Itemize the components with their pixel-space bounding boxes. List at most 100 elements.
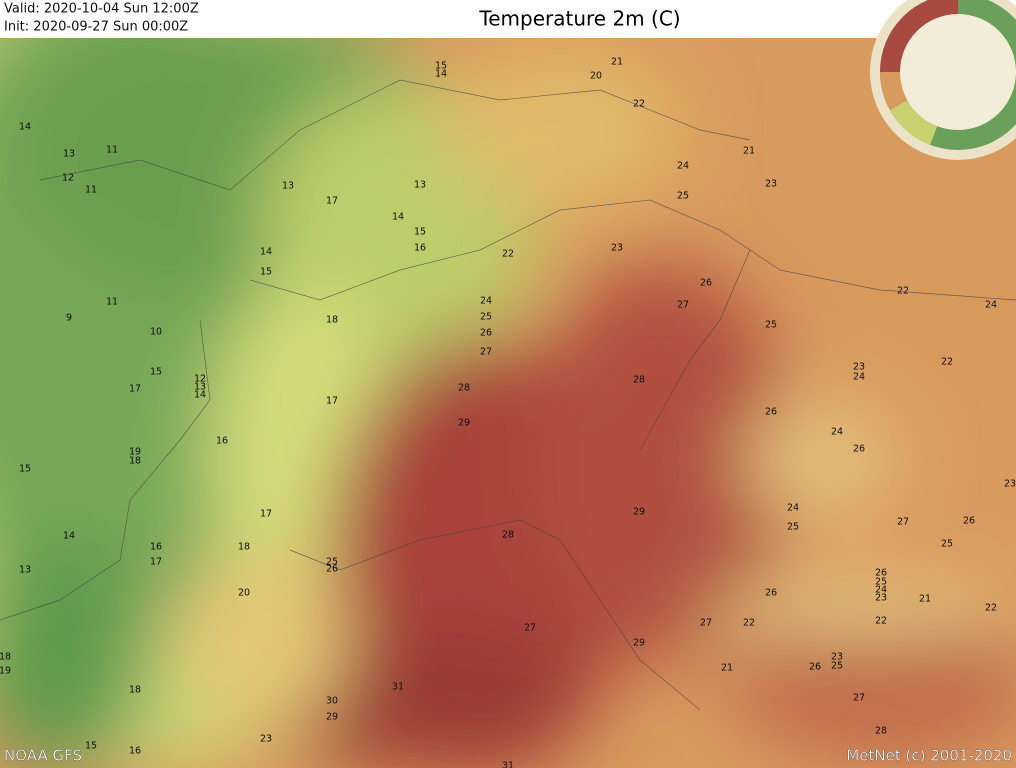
temperature-label: 24 — [480, 296, 492, 307]
temperature-label: 24 — [677, 161, 689, 172]
temperature-label: 26 — [326, 564, 338, 575]
temperature-label: 25 — [677, 191, 689, 202]
temperature-label: 15 — [150, 367, 162, 378]
temperature-label: 16 — [150, 542, 162, 553]
temperature-label: 14 — [435, 69, 447, 80]
temperature-label: 24 — [831, 427, 843, 438]
temperature-label: 18 — [326, 315, 338, 326]
temperature-label: 28 — [633, 375, 645, 386]
temperature-label: 28 — [458, 383, 470, 394]
temperature-label: 15 — [19, 464, 31, 475]
temperature-label: 29 — [633, 507, 645, 518]
temperature-label: 25 — [941, 539, 953, 550]
temperature-label: 20 — [590, 71, 602, 82]
temperature-label: 15 — [260, 267, 272, 278]
temperature-label: 21 — [611, 57, 623, 68]
temperature-label: 26 — [700, 278, 712, 289]
temperature-label: 19 — [0, 666, 11, 677]
temperature-label: 13 — [63, 149, 75, 160]
temperature-label: 29 — [458, 418, 470, 429]
init-time: Init: 2020-09-27 Sun 00:00Z — [4, 20, 188, 35]
temperature-label: 12 — [62, 173, 74, 184]
temperature-label: 27 — [677, 300, 689, 311]
temperature-label: 14 — [63, 531, 75, 542]
temperature-label: 22 — [897, 286, 909, 297]
temperature-label: 21 — [721, 663, 733, 674]
temperature-label: 16 — [414, 243, 426, 254]
temperature-label: 26 — [853, 444, 865, 455]
temperature-label: 15 — [414, 227, 426, 238]
temperature-label: 24 — [875, 585, 887, 596]
temperature-label: 30 — [326, 696, 338, 707]
temperature-label: 29 — [326, 712, 338, 723]
temperature-label: 27 — [524, 623, 536, 634]
temperature-label: 23 — [611, 243, 623, 254]
temperature-label: 26 — [765, 588, 777, 599]
temperature-label: 14 — [260, 247, 272, 258]
temperature-label: 19 — [129, 447, 141, 458]
temperature-label: 12 — [194, 374, 206, 385]
temperature-label: 26 — [963, 516, 975, 527]
temperature-label: 21 — [919, 594, 931, 605]
temperature-label: 9 — [66, 313, 72, 324]
temperature-label: 23 — [875, 593, 887, 604]
temperature-label: 25 — [765, 320, 777, 331]
credit-label: MetNet (c) 2001-2020 — [846, 747, 1012, 765]
temperature-label: 27 — [700, 618, 712, 629]
temperature-label: 13 — [282, 181, 294, 192]
temperature-label: 13 — [19, 565, 31, 576]
temperature-label: 26 — [765, 407, 777, 418]
temperature-label: 10 — [150, 327, 162, 338]
temperature-label: 31 — [392, 682, 404, 693]
temperature-label: 26 — [875, 568, 887, 579]
temperature-label: 11 — [85, 185, 97, 196]
temperature-label: 28 — [502, 530, 514, 541]
temperature-label: 27 — [853, 693, 865, 704]
temperature-label: 25 — [831, 661, 843, 672]
temperature-label: 23 — [1004, 479, 1016, 490]
valid-time: Valid: 2020-10-04 Sun 12:00Z — [4, 2, 199, 17]
temperature-label: 22 — [743, 618, 755, 629]
temperature-label: 28 — [875, 726, 887, 737]
temperature-label: 24 — [985, 300, 997, 311]
temperature-label: 22 — [941, 357, 953, 368]
temperature-label: 24 — [787, 503, 799, 514]
temperature-label: 25 — [480, 312, 492, 323]
temperature-label: 11 — [106, 145, 118, 156]
legend-wheel — [870, 0, 1016, 160]
temperature-label: 11 — [106, 297, 118, 308]
temperature-label: 29 — [633, 638, 645, 649]
temperature-label: 27 — [480, 347, 492, 358]
temperature-label: 14 — [19, 122, 31, 133]
temperature-label: 24 — [853, 372, 865, 383]
temperature-label: 17 — [326, 196, 338, 207]
temperature-label: 17 — [326, 396, 338, 407]
temperature-label: 23 — [765, 179, 777, 190]
temperature-label: 13 — [194, 382, 206, 393]
temperature-label: 31 — [502, 761, 514, 768]
temperature-label: 16 — [216, 436, 228, 447]
temperature-label: 18 — [238, 542, 250, 553]
temperature-label: 18 — [129, 685, 141, 696]
map-title: Temperature 2m (C) — [478, 7, 680, 31]
temperature-label: 22 — [875, 616, 887, 627]
temperature-label: 17 — [150, 557, 162, 568]
temperature-label: 27 — [897, 517, 909, 528]
temperature-label: 16 — [129, 746, 141, 757]
temperature-label: 25 — [787, 522, 799, 533]
temperature-label: 15 — [85, 741, 97, 752]
temperature-label: 23 — [260, 734, 272, 745]
temperature-label: 22 — [985, 603, 997, 614]
temperature-label: 26 — [480, 328, 492, 339]
temperature-label: 14 — [194, 390, 206, 401]
temperature-label: 23 — [853, 362, 865, 373]
temperature-label: 13 — [414, 180, 426, 191]
temperature-label: 23 — [831, 652, 843, 663]
source-label: NOAA GFS — [4, 747, 82, 765]
temperature-label: 21 — [743, 146, 755, 157]
temperature-label: 20 — [238, 588, 250, 599]
temperature-label: 14 — [392, 212, 404, 223]
